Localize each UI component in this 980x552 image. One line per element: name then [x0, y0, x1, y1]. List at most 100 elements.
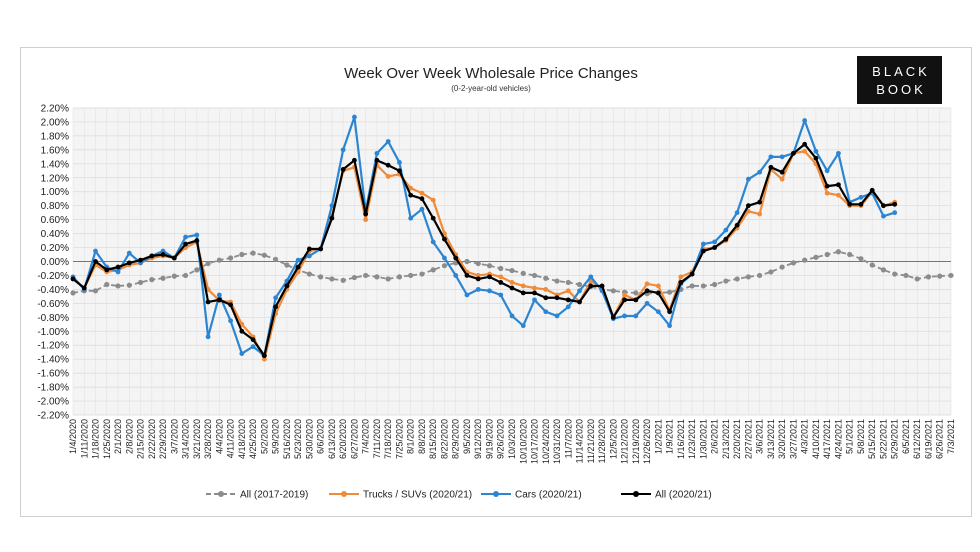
- data-point: [205, 334, 211, 340]
- data-point: [239, 328, 245, 334]
- data-point: [115, 264, 121, 270]
- data-point: [689, 283, 695, 289]
- x-tick-label: 12/26/2020: [642, 419, 652, 464]
- legend-label: All (2020/21): [655, 490, 712, 501]
- data-point: [295, 257, 301, 263]
- data-point: [160, 275, 166, 281]
- x-tick-label: 5/23/2020: [293, 419, 303, 459]
- data-point: [700, 283, 706, 289]
- data-point: [250, 250, 256, 256]
- data-point: [239, 321, 245, 327]
- data-point: [734, 210, 740, 216]
- x-tick-label: 10/10/2020: [518, 419, 528, 464]
- legend-marker: [341, 491, 347, 497]
- x-tick-label: 4/10/2021: [811, 419, 821, 459]
- data-point: [464, 273, 470, 278]
- legend-item-1: Trucks / SUVs (2020/21): [329, 490, 472, 501]
- y-tick-label: 1.80%: [41, 131, 69, 142]
- data-point: [442, 236, 447, 242]
- data-point: [239, 351, 245, 356]
- data-point: [531, 272, 538, 279]
- x-tick-label: 2/1/2020: [113, 419, 123, 454]
- data-point: [723, 278, 729, 284]
- chart-svg: Week Over Week Wholesale Price Changes (…: [37, 56, 956, 501]
- data-point: [622, 292, 627, 298]
- x-tick-label: 4/11/2020: [226, 419, 236, 458]
- data-point: [779, 169, 785, 175]
- data-point: [813, 155, 819, 161]
- data-point: [396, 274, 403, 280]
- data-point: [442, 255, 447, 261]
- data-point: [847, 201, 853, 207]
- data-point: [160, 252, 166, 257]
- data-point: [532, 285, 537, 291]
- data-point: [768, 269, 774, 275]
- data-point: [228, 318, 233, 324]
- legend-label: Cars (2020/21): [515, 490, 582, 501]
- data-point: [925, 274, 932, 280]
- x-tick-label: 7/11/2020: [372, 419, 382, 458]
- data-point: [610, 288, 616, 294]
- x-tick-label: 7/25/2020: [394, 419, 404, 459]
- data-point: [791, 150, 796, 156]
- data-point: [93, 248, 98, 254]
- data-point: [869, 262, 875, 268]
- data-point: [655, 290, 661, 296]
- data-point: [633, 297, 639, 303]
- data-point: [126, 282, 132, 288]
- data-point: [160, 248, 166, 254]
- data-point: [171, 255, 177, 261]
- x-tick-label: 12/12/2020: [620, 419, 630, 464]
- data-point: [284, 262, 290, 268]
- x-tick-label: 3/20/2021: [777, 419, 787, 459]
- data-point: [104, 281, 110, 288]
- data-point: [138, 257, 143, 263]
- x-tick-label: 5/15/2021: [867, 419, 877, 459]
- data-point: [565, 279, 571, 286]
- data-point: [487, 274, 492, 280]
- data-point: [329, 215, 335, 221]
- data-point: [374, 150, 380, 156]
- data-point: [126, 250, 132, 256]
- logo-background: [857, 56, 942, 104]
- data-point: [937, 273, 943, 279]
- data-point: [745, 203, 751, 209]
- x-tick-label: 10/31/2020: [552, 419, 562, 464]
- x-tick-label: 7/3/2021: [946, 419, 956, 454]
- x-tick-label: 9/26/2020: [496, 419, 506, 459]
- data-point: [194, 238, 200, 243]
- x-tick-label: 1/2/2021: [653, 419, 663, 454]
- data-point: [498, 292, 504, 298]
- data-point: [858, 194, 864, 200]
- x-tick-label: 8/29/2020: [451, 419, 461, 459]
- data-point: [509, 285, 515, 291]
- data-point: [475, 260, 481, 267]
- x-tick-label: 1/16/2021: [676, 419, 686, 459]
- x-tick-label: 8/8/2020: [417, 419, 427, 454]
- x-tick-label: 6/19/2021: [923, 419, 933, 459]
- x-tick-label: 3/28/2020: [203, 419, 213, 459]
- data-point: [802, 141, 808, 147]
- data-point: [858, 201, 864, 207]
- x-tick-label: 5/30/2020: [304, 419, 314, 459]
- data-point: [520, 270, 526, 276]
- data-point: [880, 267, 887, 273]
- data-point: [295, 264, 301, 270]
- data-point: [543, 295, 549, 301]
- data-point: [813, 254, 819, 260]
- y-tick-label: 0.80%: [41, 201, 69, 212]
- data-point: [385, 139, 391, 144]
- x-tick-label: 2/27/2021: [743, 419, 753, 459]
- data-point: [273, 256, 279, 263]
- series-group: [70, 114, 954, 362]
- y-tick-label: 2.00%: [41, 117, 69, 128]
- black-book-logo: BLACK BOOK: [857, 56, 942, 104]
- data-point: [453, 273, 459, 278]
- x-tick-label: 2/29/2020: [158, 419, 168, 459]
- x-tick-label: 7/18/2020: [383, 419, 393, 459]
- data-point: [430, 239, 436, 245]
- data-point: [397, 160, 402, 165]
- data-point: [351, 274, 358, 281]
- y-tick-label: -1.20%: [37, 341, 69, 352]
- x-tick-label: 6/20/2020: [338, 419, 348, 459]
